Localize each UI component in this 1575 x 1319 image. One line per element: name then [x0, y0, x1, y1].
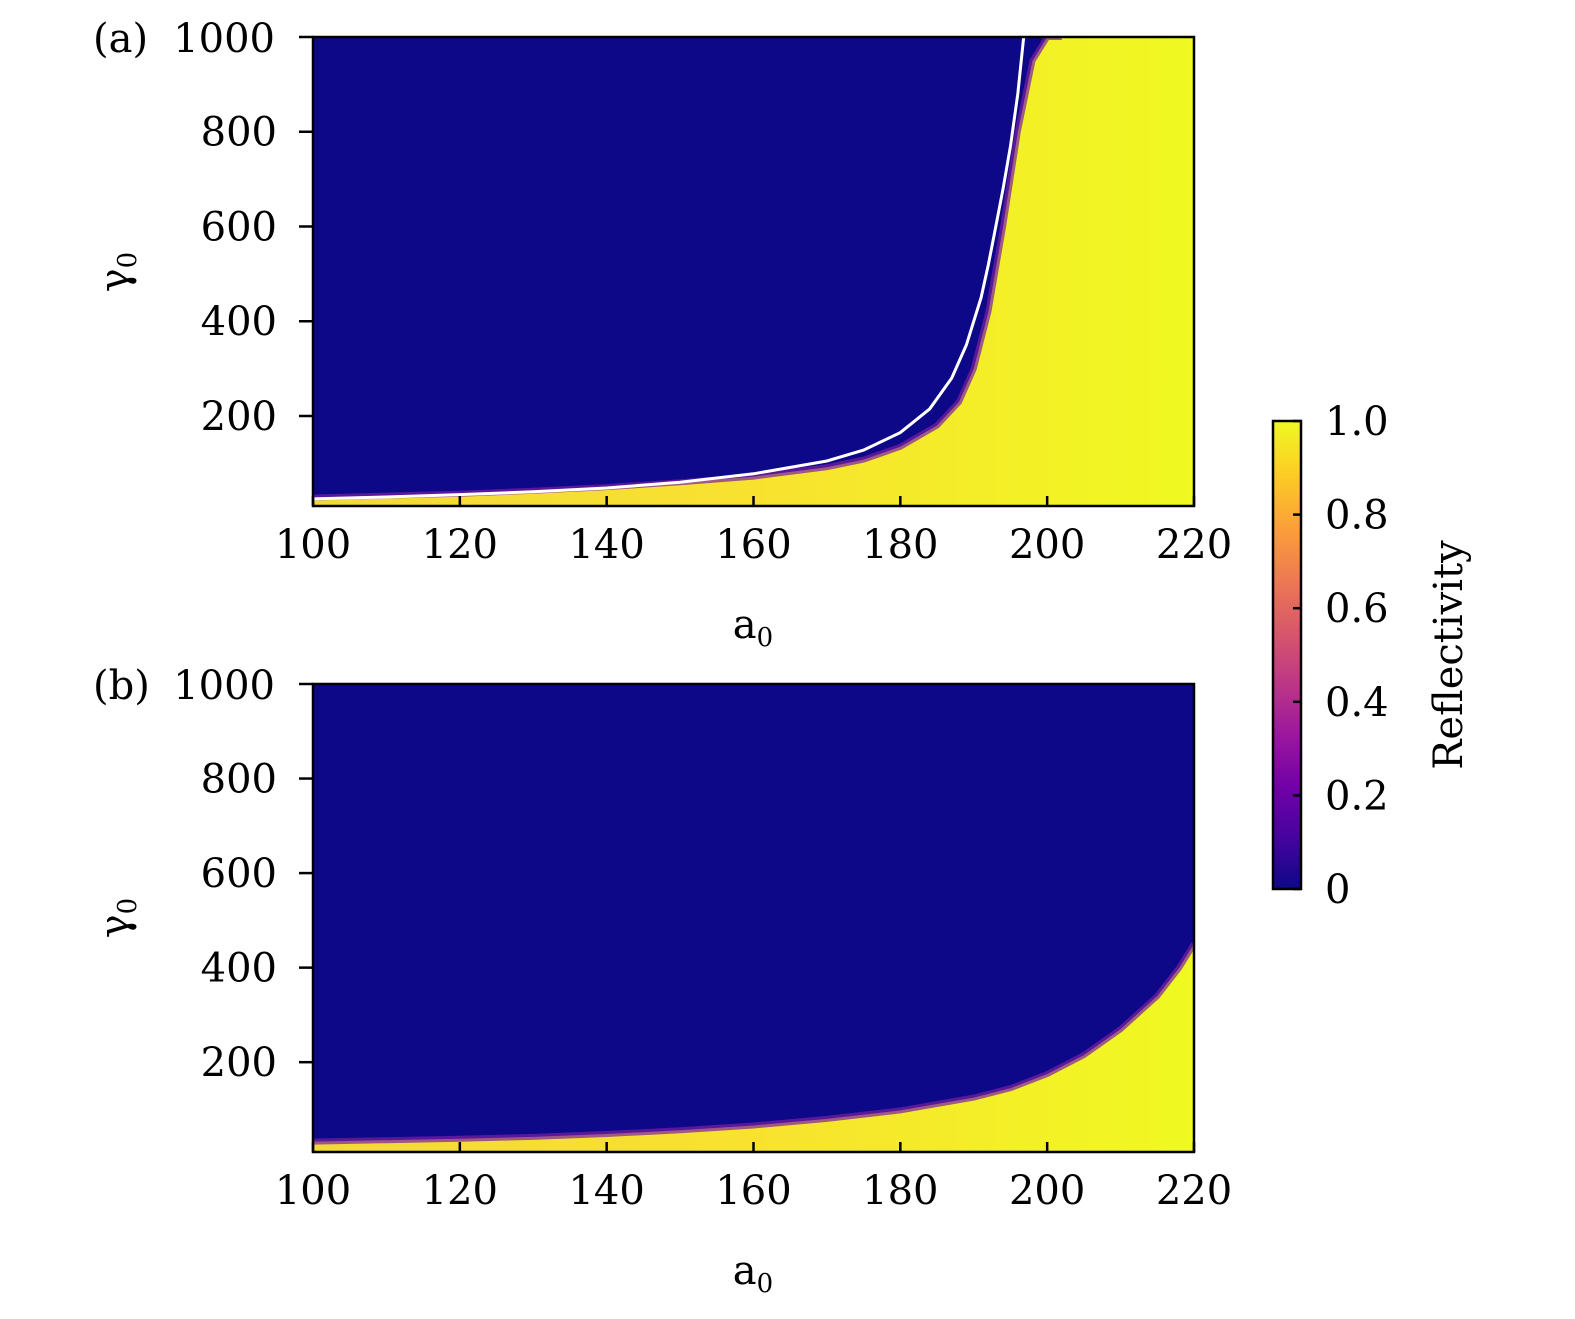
panel-b: 100 120 140 160 180 200 220 200 400 600 800 (b) 1… — [92, 663, 1232, 1299]
panel-b-y-ticks: 200 400 600 800 — [201, 682, 313, 1086]
colorbar-label: Reflectivity — [1426, 540, 1472, 770]
colorbar-gradient — [1271, 419, 1303, 891]
panel-a-x-ticks: 100 120 140 160 180 200 220 — [275, 496, 1232, 568]
colorbar-tick-label-0: 0 — [1325, 867, 1350, 913]
colorbar-tick-label-0.4: 0.4 — [1325, 680, 1389, 726]
colorbar-tick-label-0.8: 0.8 — [1325, 493, 1389, 539]
panel-a-y-tick-label-200: 200 — [201, 394, 277, 440]
panel-a-threshold-curve — [313, 37, 1026, 501]
panel-a: 100 120 140 160 180 200 220 200 400 600 800 (a) 1… — [92, 16, 1232, 653]
panel-b-y-tick-label-1000: 1000 — [173, 663, 275, 709]
colorbar-tick-label-0.6: 0.6 — [1325, 586, 1389, 632]
panel-b-y-tick-label-200: 200 — [201, 1040, 277, 1086]
panel-b-y-tick-label-800: 800 — [201, 757, 277, 803]
colorbar: 0 0.2 0.4 0.6 0.8 1.0 Reflectivity — [1271, 399, 1472, 913]
panel-a-y-tick-label-400: 400 — [201, 299, 277, 345]
panel-b-y-tick-label-400: 400 — [201, 946, 277, 992]
panel-b-label: (b) — [93, 663, 150, 709]
panel-b-y-tick-label-600: 600 — [201, 851, 277, 897]
panel-a-y-ticks: 200 400 600 800 — [201, 35, 313, 440]
panel-b-x-tick-label-100: 100 — [275, 1168, 351, 1214]
panel-a-x-tick-label-120: 120 — [422, 522, 498, 568]
panel-b-x-tick-label-200: 200 — [1009, 1168, 1085, 1214]
colorbar-ticks: 0 0.2 0.4 0.6 0.8 1.0 — [1293, 399, 1389, 913]
panel-a-x-tick-label-200: 200 — [1009, 522, 1085, 568]
panel-a-x-tick-label-140: 140 — [568, 522, 644, 568]
panel-b-x-ticks: 100 120 140 160 180 200 220 — [275, 1142, 1232, 1214]
panel-a-x-axis-label: a0 — [733, 602, 773, 653]
panel-b-x-tick-label-160: 160 — [715, 1168, 791, 1214]
panel-b-low-region — [313, 684, 1194, 1142]
panel-a-y-tick-label-800: 800 — [201, 110, 277, 156]
panel-a-x-tick-label-220: 220 — [1156, 522, 1232, 568]
colorbar-tick-label-0.2: 0.2 — [1325, 773, 1389, 819]
panel-a-y-axis-label: γ0 — [92, 252, 143, 292]
panel-b-x-tick-label-220: 220 — [1156, 1168, 1232, 1214]
panel-a-x-tick-label-100: 100 — [275, 522, 351, 568]
panel-a-y-tick-label-1000: 1000 — [173, 16, 275, 62]
panel-b-x-tick-label-180: 180 — [862, 1168, 938, 1214]
panel-a-low-region — [313, 37, 1062, 498]
panel-b-transition-edge — [313, 942, 1194, 1145]
panel-a-x-tick-label-180: 180 — [862, 522, 938, 568]
panel-b-y-axis-label: γ0 — [92, 898, 143, 938]
panel-b-x-axis-label: a0 — [733, 1248, 773, 1299]
panel-a-x-tick-label-160: 160 — [715, 522, 791, 568]
colorbar-tick-label-1.0: 1.0 — [1325, 399, 1389, 445]
panel-b-x-tick-label-140: 140 — [568, 1168, 644, 1214]
panel-a-y-tick-label-600: 600 — [201, 204, 277, 250]
panel-a-label: (a) — [93, 16, 148, 62]
panel-b-x-tick-label-120: 120 — [422, 1168, 498, 1214]
